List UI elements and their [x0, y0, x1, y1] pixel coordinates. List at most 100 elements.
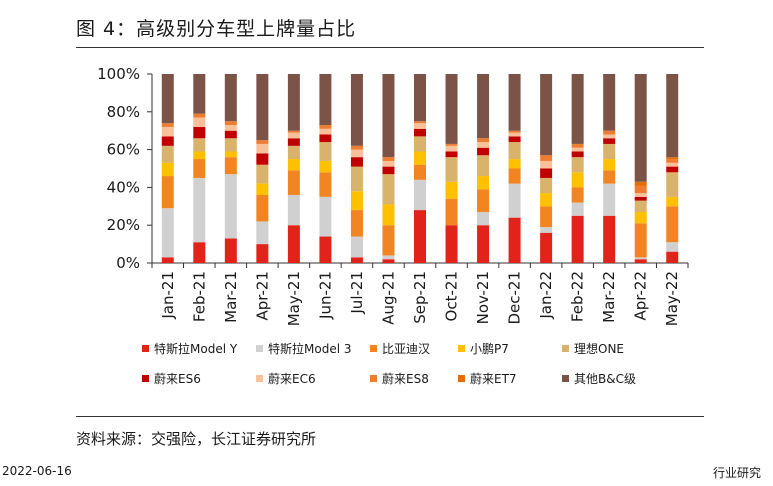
bar-segment	[603, 138, 616, 144]
bar-segment	[224, 130, 237, 139]
bar-segment	[603, 183, 616, 216]
bar-segment	[161, 126, 174, 137]
bar-segment	[193, 159, 206, 178]
bar-segment	[319, 134, 332, 143]
title-rule	[76, 47, 704, 48]
legend-item: 其他B&C级	[562, 370, 636, 387]
bar-segment	[414, 136, 426, 152]
bar-segment	[666, 196, 679, 207]
bar-segment	[161, 136, 174, 146]
bar-segment	[477, 155, 490, 177]
bar-segment	[603, 159, 616, 171]
bar-segment	[193, 242, 206, 263]
bar-segment	[382, 160, 395, 167]
x-tick-label: Feb-22	[569, 271, 587, 322]
bar-segment	[414, 121, 426, 124]
figure-title: 图 4：高级别分车型上牌量占比	[76, 18, 357, 40]
bar-segment	[508, 217, 521, 263]
bar-segment	[540, 155, 553, 161]
x-tick-label: Jan-22	[537, 271, 555, 320]
bar-segment	[287, 194, 300, 226]
legend-swatch	[562, 375, 569, 382]
bar-segment	[540, 193, 553, 207]
bar-segment	[666, 162, 679, 167]
legend-label: 蔚来ET7	[470, 372, 517, 386]
bar-segment	[508, 183, 521, 218]
y-tick-label: 80%	[107, 103, 140, 121]
bar-segment	[666, 242, 679, 252]
bar-segment	[382, 259, 395, 263]
legend-item: 蔚来ES8	[370, 370, 429, 387]
legend-label: 蔚来EC6	[268, 372, 316, 386]
bar-segment	[571, 187, 584, 203]
bar-segment	[445, 198, 458, 226]
bar-segment	[193, 138, 206, 152]
bar-segment	[666, 251, 679, 263]
bar-segment	[445, 74, 458, 144]
x-tick-label: Oct-21	[443, 271, 461, 321]
bar-segment	[287, 170, 300, 195]
bar-segment	[445, 145, 458, 152]
bar-segment	[414, 74, 426, 122]
bar-segment	[666, 157, 679, 160]
bar-segment	[666, 172, 679, 197]
footer-category: 行业研究	[712, 466, 761, 480]
bar-segment	[571, 172, 584, 188]
x-tick-label: Jun-21	[316, 271, 334, 320]
legend-swatch	[256, 375, 263, 382]
bar-segment	[193, 74, 206, 114]
bar-segment	[445, 151, 458, 158]
x-tick-label: Apr-22	[632, 271, 650, 321]
bar-segment	[350, 145, 363, 150]
y-tick-label: 0%	[116, 254, 140, 272]
bar-segment	[287, 225, 300, 263]
bar-segment	[571, 151, 584, 158]
bar-segment	[571, 147, 584, 152]
bar-segment	[161, 176, 174, 209]
bar-segment	[571, 143, 584, 148]
bar-segment	[350, 191, 363, 211]
bar-segment	[603, 74, 616, 131]
bar-segment	[224, 138, 237, 152]
bar-segment	[256, 74, 269, 141]
bar-segment	[350, 74, 363, 146]
bar-segment	[477, 142, 490, 148]
bar-segment	[256, 143, 269, 154]
legend-swatch	[458, 375, 465, 382]
bar-segment	[350, 210, 363, 237]
bar-segment	[477, 147, 490, 156]
bar-segment	[634, 211, 647, 224]
legend-label: 理想ONE	[574, 342, 625, 356]
legend-swatch	[370, 345, 377, 352]
bar-segment	[571, 74, 584, 144]
bar-segment	[382, 166, 395, 175]
bar-segment	[224, 74, 237, 122]
bar-segment	[350, 149, 363, 158]
bar-segment	[477, 176, 490, 190]
bar-segment	[256, 140, 269, 144]
bar-segment	[382, 157, 395, 161]
bar-segment	[445, 225, 458, 263]
legend-swatch	[142, 345, 149, 352]
legend-label: 蔚来ES8	[382, 372, 429, 386]
bar-segment	[414, 179, 426, 211]
bar-segment	[508, 142, 521, 160]
x-tick-label: Aug-21	[379, 271, 397, 325]
bar-segment	[508, 74, 521, 131]
x-tick-label: Nov-21	[474, 271, 492, 324]
legend-swatch	[256, 345, 263, 352]
bar-segment	[161, 145, 174, 163]
bar-segment	[414, 164, 426, 180]
legend-item: 特斯拉Model 3	[256, 340, 351, 357]
bar-segment	[382, 255, 395, 260]
bar-segment	[382, 225, 395, 256]
bar-segment	[414, 210, 426, 263]
bar-segment	[634, 196, 647, 201]
bar-segment	[287, 74, 300, 131]
bar-segment	[540, 227, 553, 233]
bar-segment	[382, 204, 395, 226]
source-rule	[76, 416, 704, 417]
bar-segment	[256, 183, 269, 195]
bar-segment	[224, 151, 237, 158]
